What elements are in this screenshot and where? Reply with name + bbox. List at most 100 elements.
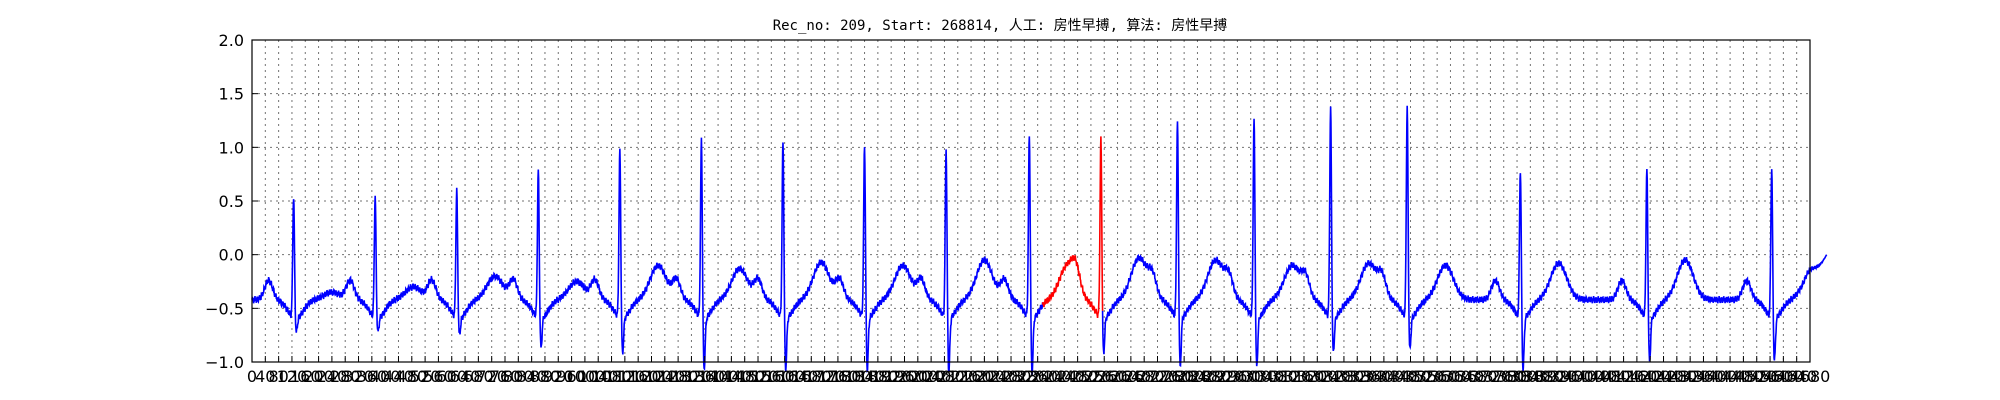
x-tick-label: 200 [303,367,334,386]
x-tick-label: 840 [516,367,547,386]
x-tick-label: 4640 [1776,367,1817,386]
x-tick-label: 720 [476,367,507,386]
x-tick-label: 4240 [1643,367,1684,386]
x-tick-label: 3560 [1417,367,1458,386]
x-tick-label: 1520 [738,367,779,386]
ecg-series [251,105,1828,375]
y-tick-label: 0.0 [219,246,244,265]
x-tick-label: 1560 [751,367,792,386]
x-tick-label: 2920 [1204,367,1245,386]
x-tick-label: 4000 [1563,367,1604,386]
x-tick-label: 1480 [724,367,765,386]
x-tick-label: 1640 [778,367,819,386]
x-tick-label: 3680 [1457,367,1498,386]
x-tick-label: 3480 [1390,367,1431,386]
x-tick-label: 3240 [1310,367,1351,386]
x-tick-label: 1920 [871,367,912,386]
x-tick-label: 640 [450,367,481,386]
x-tick-label: 4120 [1603,367,1644,386]
ecg-line-highlight [1041,136,1104,318]
x-tick-label: 2560 [1084,367,1125,386]
x-tick-label: 4080 [1590,367,1631,386]
x-tick-label: 2360 [1017,367,1058,386]
x-tick-label: 1600 [764,367,805,386]
x-tick-label: 4400 [1696,367,1737,386]
ecg-line-segment [1101,105,1828,372]
x-tick-label: 880 [530,367,561,386]
x-tick-label: 2800 [1164,367,1205,386]
x-tick-label: 160 [290,367,321,386]
x-tick-label: 4200 [1630,367,1671,386]
x-tick-label: 600 [436,367,467,386]
x-tick-label: 3640 [1443,367,1484,386]
x-tick-label: 2280 [991,367,1032,386]
x-tick-label: 3520 [1403,367,1444,386]
x-tick-label: 4040 [1577,367,1618,386]
x-axis: 0408012016020024028032036040044048052056… [247,356,1830,386]
x-tick-label: 80 [268,367,288,386]
x-tick-label: 2160 [951,367,992,386]
x-tick-label: 2520 [1071,367,1112,386]
y-tick-label: 1.0 [219,138,244,157]
x-tick-label: 1000 [565,367,606,386]
x-tick-label: 2720 [1137,367,1178,386]
x-tick-label: 2080 [924,367,965,386]
x-tick-label: 800 [503,367,534,386]
x-tick-label: 4680 [1790,367,1831,386]
x-tick-label: 40 [255,367,275,386]
x-tick-label: 120 [277,367,308,386]
x-tick-label: 280 [330,367,361,386]
x-tick-label: 520 [410,367,441,386]
x-tick-label: 2320 [1004,367,1045,386]
x-tick-label: 3400 [1364,367,1405,386]
x-tick-label: 2880 [1190,367,1231,386]
x-tick-label: 3720 [1470,367,1511,386]
x-tick-label: 440 [383,367,414,386]
x-tick-label: 2040 [911,367,952,386]
x-tick-label: 1320 [671,367,712,386]
x-tick-label: 1440 [711,367,752,386]
x-tick-label: 1880 [858,367,899,386]
x-tick-label: 240 [317,367,348,386]
x-tick-label: 3920 [1537,367,1578,386]
x-tick-label: 3840 [1510,367,1551,386]
x-tick-label: 2760 [1150,367,1191,386]
x-tick-label: 1720 [804,367,845,386]
x-tick-label: 560 [423,367,454,386]
x-tick-label: 4520 [1736,367,1777,386]
x-tick-label: 3080 [1257,367,1298,386]
x-tick-label: 2440 [1044,367,1085,386]
x-tick-label: 0 [247,367,257,386]
x-tick-label: 2680 [1124,367,1165,386]
x-tick-label: 1800 [831,367,872,386]
x-tick-label: 1680 [791,367,832,386]
grid-lines [252,40,1810,362]
ecg-line-segment [251,136,1044,375]
x-tick-label: 4320 [1670,367,1711,386]
x-tick-label: 1200 [631,367,672,386]
x-tick-label: 2480 [1057,367,1098,386]
x-tick-label: 3960 [1550,367,1591,386]
x-tick-label: 1960 [884,367,925,386]
x-tick-label: 920 [543,367,574,386]
x-tick-label: 1120 [604,367,645,386]
x-tick-label: 1400 [698,367,739,386]
x-tick-label: 3040 [1244,367,1285,386]
y-tick-label: −1.0 [205,353,244,372]
x-tick-label: 2240 [977,367,1018,386]
y-tick-label: 0.5 [219,192,244,211]
x-tick-label: 2960 [1217,367,1258,386]
x-tick-label: 3200 [1297,367,1338,386]
x-tick-label: 2200 [964,367,1005,386]
x-tick-label: 3000 [1230,367,1271,386]
x-tick-label: 1040 [578,367,619,386]
x-tick-label: 4360 [1683,367,1724,386]
x-tick-label: 2120 [937,367,978,386]
x-tick-label: 3120 [1270,367,1311,386]
x-tick-label: 1840 [844,367,885,386]
x-tick-label: 2600 [1097,367,1138,386]
x-tick-label: 4600 [1763,367,1804,386]
y-tick-label: 1.5 [219,85,244,104]
x-tick-label: 1760 [818,367,859,386]
x-tick-label: 3280 [1324,367,1365,386]
